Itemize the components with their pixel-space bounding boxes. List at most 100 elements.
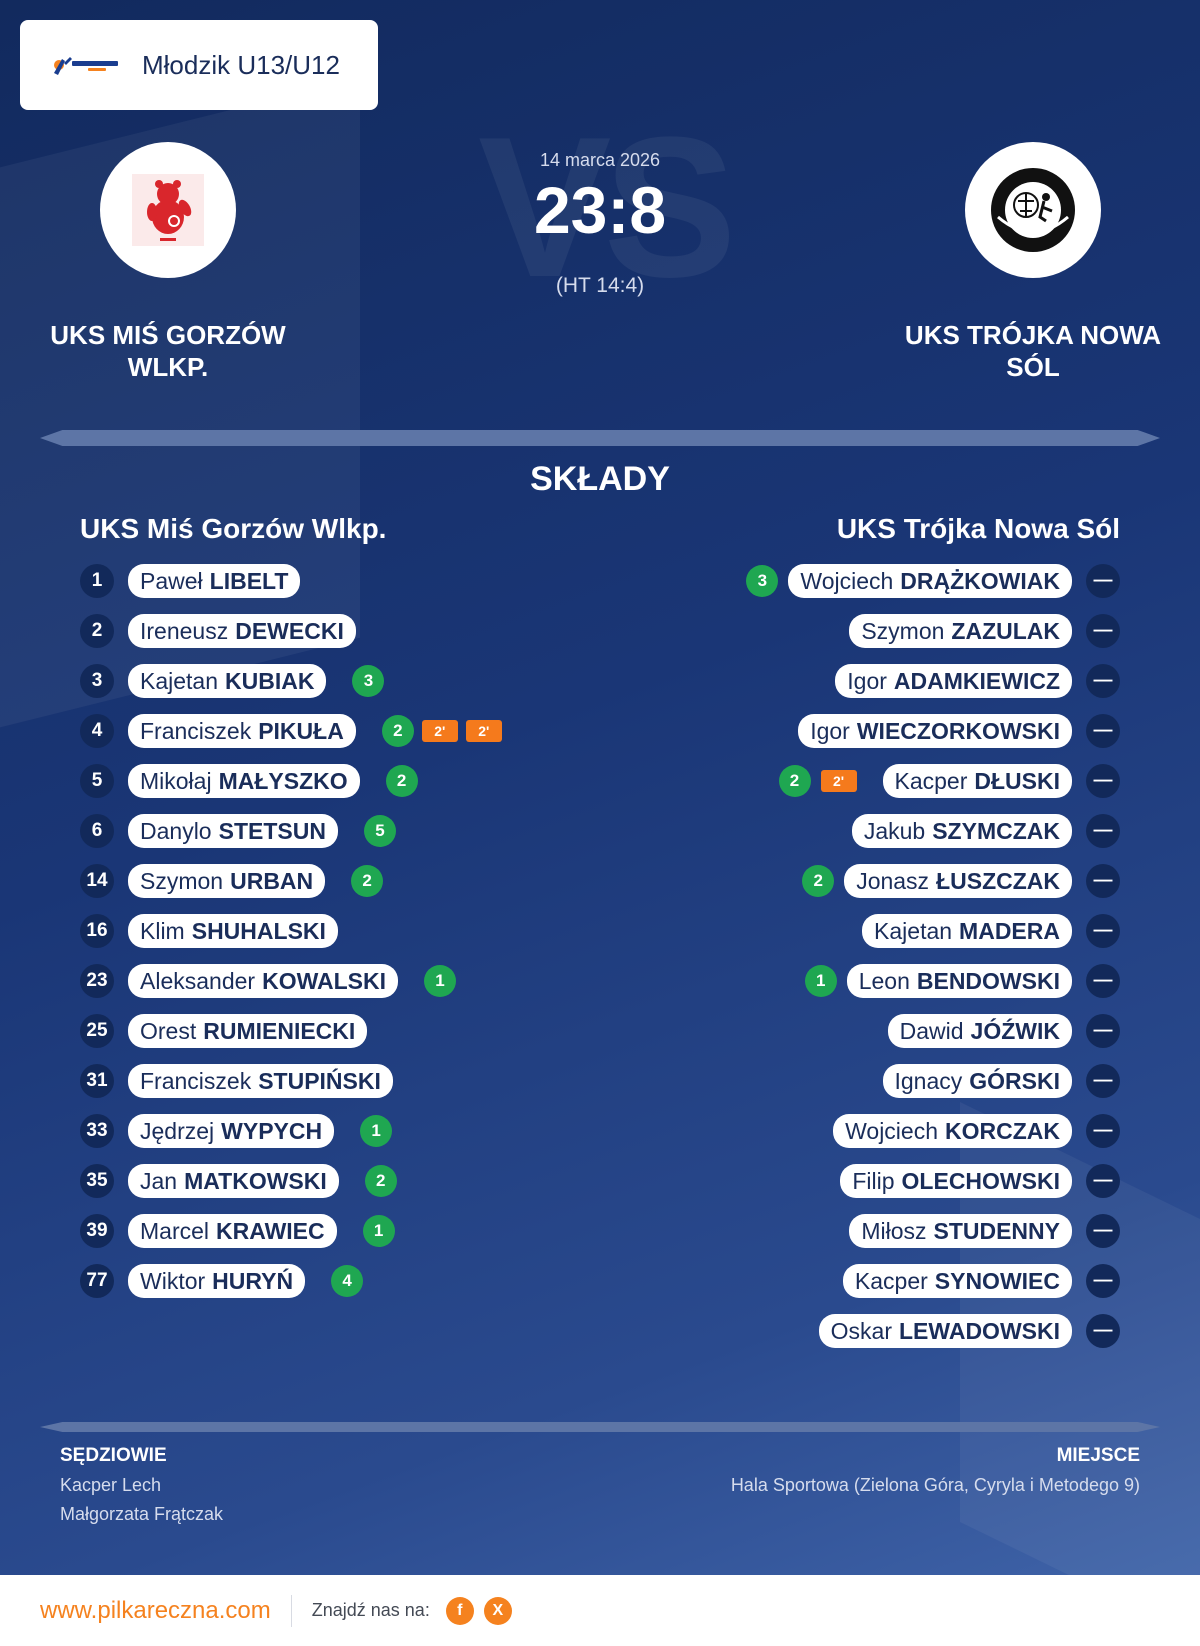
player-last-name: RUMIENIECKI	[203, 1017, 356, 1044]
player-name-pill[interactable]: Filip OLECHOWSKI	[840, 1164, 1072, 1198]
player-number: 3	[80, 664, 114, 698]
player-last-name: BENDOWSKI	[916, 967, 1060, 994]
footer: www.pilkareczna.com Znajdź nas na: f X	[0, 1575, 1200, 1646]
penalty-badge: 2'	[465, 720, 502, 742]
player-row: Kajetan MADERA —	[746, 906, 1120, 956]
player-number: —	[1086, 914, 1120, 948]
player-name-pill[interactable]: Wojciech KORCZAK	[833, 1114, 1072, 1148]
home-team-logo[interactable]	[100, 142, 236, 278]
player-last-name: WYPYCH	[221, 1117, 323, 1144]
player-last-name: SZYMCZAK	[932, 817, 1060, 844]
player-name-pill[interactable]: Wojciech DRĄŻKOWIAK	[788, 564, 1072, 598]
goals-badge: 2	[802, 865, 835, 897]
player-name-pill[interactable]: Oskar LEWADOWSKI	[818, 1314, 1072, 1348]
player-name-pill[interactable]: Klim SHUHALSKI	[128, 914, 338, 948]
player-first-name: Kacper	[894, 767, 968, 794]
away-roster: 3 Wojciech DRĄŻKOWIAK — Szymon ZAZULAK — Igor AD…	[746, 556, 1120, 1356]
player-name-pill[interactable]: Danylo STETSUN	[128, 814, 338, 848]
player-name-pill[interactable]: Dawid JÓŹWIK	[887, 1014, 1072, 1048]
home-roster: 1 Paweł LIBELT 2 Ireneusz DEWECKI 3 Kajetan KUBI…	[80, 556, 502, 1306]
player-last-name: ZAZULAK	[951, 617, 1060, 644]
player-name-pill[interactable]: Szymon ZAZULAK	[849, 614, 1072, 648]
player-last-name: DRĄŻKOWIAK	[900, 567, 1060, 594]
player-name-pill[interactable]: Szymon URBAN	[128, 864, 326, 898]
goals-badge: 2	[351, 865, 384, 897]
player-first-name: Jakub	[863, 817, 926, 844]
player-name-pill[interactable]: Paweł LIBELT	[128, 564, 301, 598]
player-name-pill[interactable]: Ignacy GÓRSKI	[882, 1064, 1072, 1098]
player-name-pill[interactable]: Jan MATKOWSKI	[128, 1164, 339, 1198]
player-last-name: SHUHALSKI	[191, 917, 326, 944]
player-last-name: KRAWIEC	[216, 1217, 325, 1244]
away-lineup-title: UKS Trójka Nowa Sól	[836, 513, 1120, 544]
find-us-label: Znajdź nas na:	[311, 1600, 430, 1620]
player-last-name: DEWECKI	[235, 617, 344, 644]
player-number: 5	[80, 764, 114, 798]
player-last-name: HURYŃ	[212, 1267, 294, 1294]
player-number: 33	[80, 1114, 114, 1148]
player-name-pill[interactable]: Kacper DŁUSKI	[882, 764, 1072, 798]
player-name-pill[interactable]: Jonasz ŁUSZCZAK	[844, 864, 1072, 898]
player-row: 31 Franciszek STUPIŃSKI	[80, 1056, 502, 1106]
player-name-pill[interactable]: Mikołaj MAŁYSZKO	[128, 764, 360, 798]
player-name-pill[interactable]: Kacper SYNOWIEC	[842, 1264, 1072, 1298]
player-name-pill[interactable]: Leon BENDOWSKI	[846, 964, 1072, 998]
player-name-pill[interactable]: Igor ADAMKIEWICZ	[835, 664, 1072, 698]
player-last-name: ADAMKIEWICZ	[893, 667, 1060, 694]
x-icon[interactable]: X	[483, 1596, 512, 1625]
goals-badge: 5	[363, 815, 396, 847]
player-number: —	[1086, 564, 1120, 598]
player-number: —	[1086, 1214, 1120, 1248]
facebook-icon[interactable]: f	[445, 1596, 474, 1625]
player-row: 25 Orest RUMIENIECKI	[80, 1006, 502, 1056]
goals-badge: 1	[360, 1115, 393, 1147]
player-name-pill[interactable]: Orest RUMIENIECKI	[128, 1014, 368, 1048]
bear-crest-icon	[132, 174, 204, 246]
player-name-pill[interactable]: Jędrzej WYPYCH	[128, 1114, 335, 1148]
player-name-pill[interactable]: Miłosz STUDENNY	[849, 1214, 1072, 1248]
player-name-pill[interactable]: Jakub SZYMCZAK	[851, 814, 1072, 848]
player-name-pill[interactable]: Marcel KRAWIEC	[128, 1214, 337, 1248]
player-row: 3 Wojciech DRĄŻKOWIAK —	[746, 556, 1120, 606]
player-first-name: Kajetan	[140, 667, 219, 694]
referees-title: SĘDZIOWIE	[60, 1445, 167, 1466]
competition-name: Młodzik U13/U12	[142, 49, 340, 80]
player-name-pill[interactable]: Igor WIECZORKOWSKI	[798, 714, 1072, 748]
player-first-name: Franciszek	[140, 1067, 252, 1094]
player-row: 2 Jonasz ŁUSZCZAK —	[746, 856, 1120, 906]
divider	[40, 1422, 1160, 1432]
player-last-name: MATKOWSKI	[184, 1167, 327, 1194]
player-first-name: Jonasz	[856, 867, 930, 894]
competition-card[interactable]: Młodzik U13/U12	[20, 20, 378, 110]
lineups-title: SKŁADY	[530, 460, 670, 498]
player-row: 1 Leon BENDOWSKI —	[746, 956, 1120, 1006]
player-name-pill[interactable]: Ireneusz DEWECKI	[128, 614, 356, 648]
player-row: Wojciech KORCZAK —	[746, 1106, 1120, 1156]
goals-badge: 2	[778, 765, 811, 797]
player-name-pill[interactable]: Franciszek PIKUŁA	[128, 714, 356, 748]
player-row: Dawid JÓŹWIK —	[746, 1006, 1120, 1056]
player-row: 5 Mikołaj MAŁYSZKO 2	[80, 756, 502, 806]
player-first-name: Jędrzej	[140, 1117, 215, 1144]
player-row: 16 Klim SHUHALSKI	[80, 906, 502, 956]
player-number: 31	[80, 1064, 114, 1098]
player-name-pill[interactable]: Franciszek STUPIŃSKI	[128, 1064, 393, 1098]
player-row: 2 Ireneusz DEWECKI	[80, 606, 502, 656]
player-last-name: LIBELT	[209, 567, 289, 594]
player-last-name: WIECZORKOWSKI	[856, 717, 1060, 744]
player-name-pill[interactable]: Kajetan KUBIAK	[128, 664, 327, 698]
site-link[interactable]: www.pilkareczna.com	[40, 1596, 271, 1624]
player-first-name: Filip	[852, 1167, 895, 1194]
player-first-name: Ireneusz	[140, 617, 229, 644]
away-team-logo[interactable]	[965, 142, 1101, 278]
player-name-pill[interactable]: Aleksander KOWALSKI	[128, 964, 399, 998]
player-first-name: Szymon	[140, 867, 224, 894]
player-number: 4	[80, 714, 114, 748]
penalty-badge: 2'	[421, 720, 458, 742]
player-name-pill[interactable]: Kajetan MADERA	[862, 914, 1072, 948]
player-first-name: Igor	[810, 717, 850, 744]
player-last-name: KOWALSKI	[262, 967, 387, 994]
player-name-pill[interactable]: Wiktor HURYŃ	[128, 1264, 306, 1298]
player-first-name: Franciszek	[140, 717, 252, 744]
goals-badge: 1	[362, 1215, 395, 1247]
